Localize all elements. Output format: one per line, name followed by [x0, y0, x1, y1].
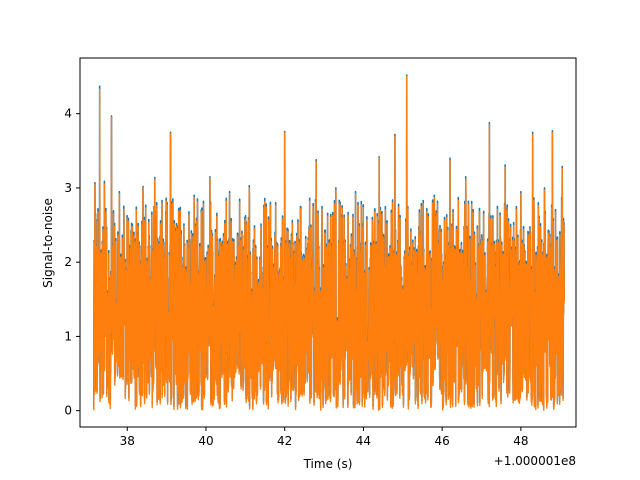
x-tick-label: 40 — [198, 434, 213, 448]
series-line-2 — [93, 75, 565, 411]
x-tick-label: 46 — [435, 434, 450, 448]
y-axis: 0 1 2 3 4 — [64, 107, 80, 418]
y-tick-label: 2 — [64, 255, 72, 269]
x-tick-label: 48 — [513, 434, 528, 448]
series-layer — [92, 74, 565, 411]
x-offset-label: +1.000001e8 — [494, 454, 576, 468]
x-axis: 38 40 42 44 46 48 — [120, 427, 529, 448]
x-tick-label: 38 — [120, 434, 135, 448]
x-tick-label: 42 — [277, 434, 292, 448]
plot-frame — [79, 57, 577, 428]
y-tick-label: 4 — [64, 107, 72, 121]
y-axis-label: Signal-to-noise — [41, 198, 55, 288]
x-axis-label: Time (s) — [303, 457, 353, 471]
y-tick-label: 0 — [64, 404, 72, 418]
x-tick-label: 44 — [356, 434, 371, 448]
y-tick-label: 3 — [64, 181, 72, 195]
y-tick-label: 1 — [64, 329, 72, 343]
